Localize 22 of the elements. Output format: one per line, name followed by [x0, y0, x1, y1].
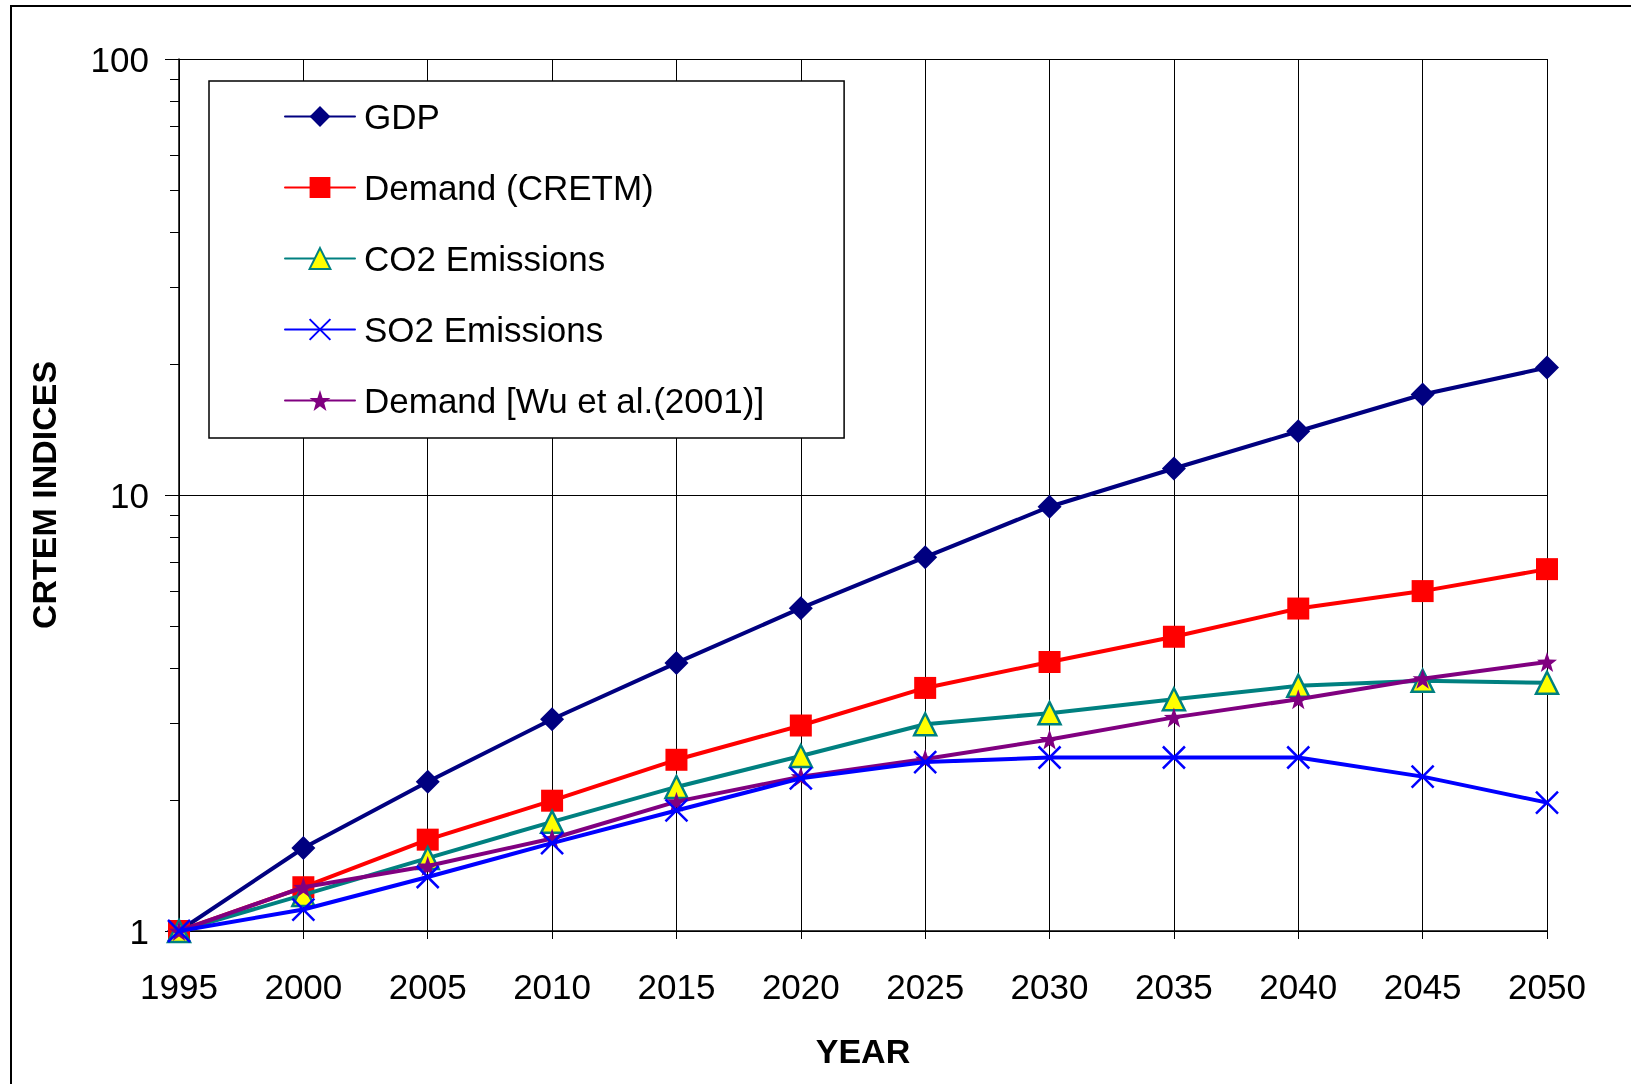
x-axis-title: YEAR	[815, 1032, 911, 1070]
legend-label: Demand (CRETM)	[364, 168, 654, 207]
x-tick-label: 2005	[388, 967, 467, 1006]
legend-label: GDP	[364, 97, 440, 136]
x-tick-label: 2015	[637, 967, 716, 1006]
x-tick-label: 2045	[1383, 967, 1462, 1006]
x-tick-label: 2010	[513, 967, 592, 1006]
x-tick-label: 1995	[140, 967, 218, 1006]
x-tick-label: 2020	[761, 967, 840, 1006]
y-axis-title: CRTEM INDICES	[25, 360, 63, 630]
legend-label: SO2 Emissions	[364, 310, 604, 349]
x-tick-label: 2040	[1259, 967, 1338, 1006]
legend-label: Demand [Wu et al.(2001)]	[364, 381, 765, 420]
x-tick-label: 2035	[1134, 967, 1213, 1006]
x-tick-label: 2000	[264, 967, 343, 1006]
y-tick-label: 100	[90, 39, 149, 79]
legend-label: CO2 Emissions	[364, 239, 606, 278]
y-tick-label: 10	[110, 475, 149, 515]
x-tick-label: 2030	[1010, 967, 1089, 1006]
x-tick-label: 2050	[1508, 967, 1586, 1006]
y-tick-label: 1	[129, 911, 149, 951]
x-tick-label: 2025	[886, 967, 965, 1006]
